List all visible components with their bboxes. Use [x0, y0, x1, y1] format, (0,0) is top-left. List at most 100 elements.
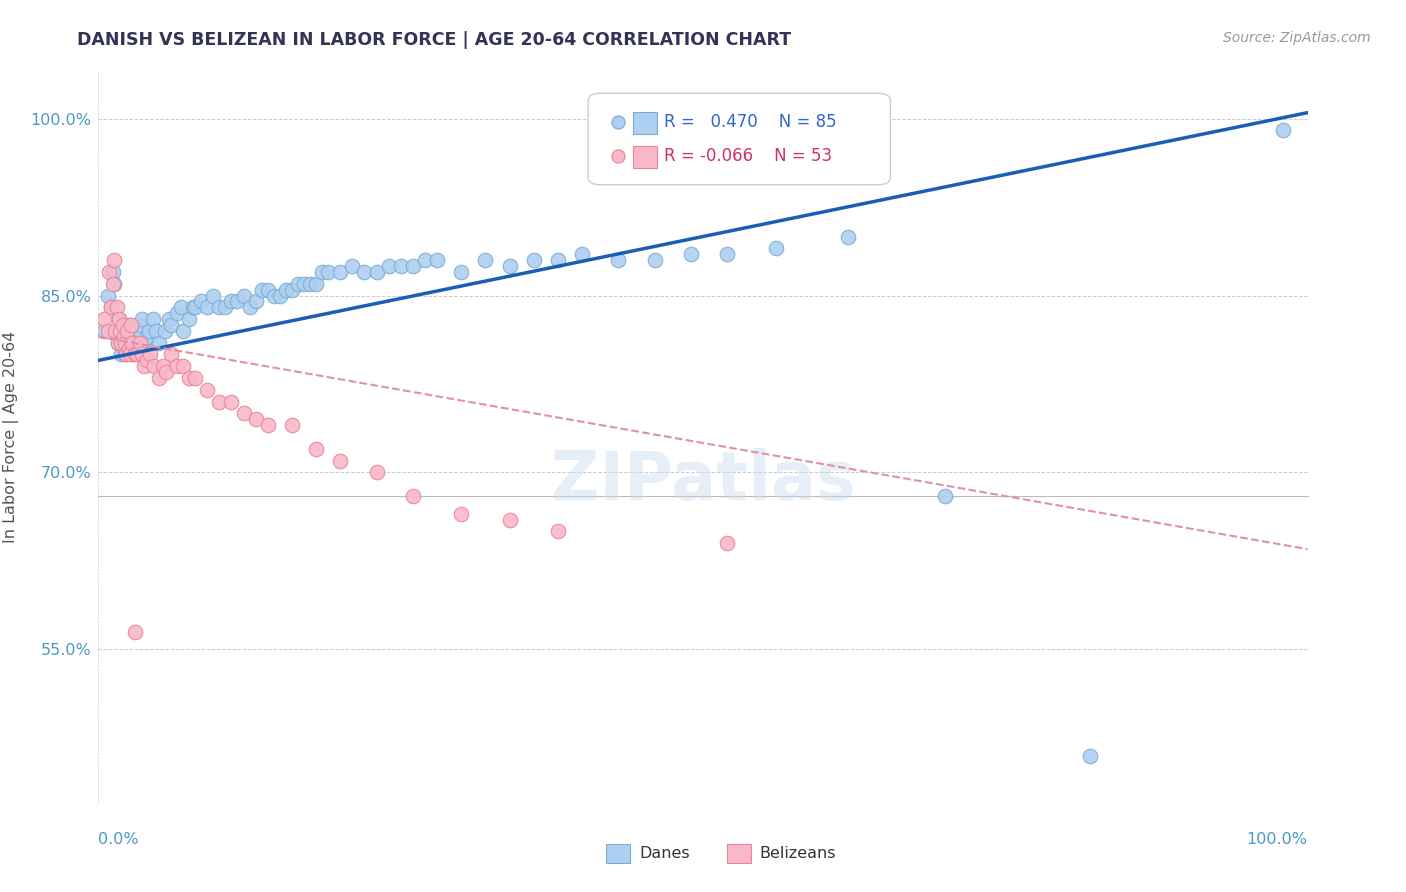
Point: [105, 301, 128, 315]
Point: [148, 335, 170, 350]
Point: [239, 301, 262, 315]
Point: [934, 489, 956, 503]
Point: [413, 253, 436, 268]
Point: [124, 624, 146, 639]
Point: [160, 347, 183, 361]
Text: Source: ZipAtlas.com: Source: ZipAtlas.com: [1223, 31, 1371, 45]
Point: [547, 253, 569, 268]
Point: [139, 347, 162, 361]
Point: [107, 335, 129, 350]
Point: [450, 265, 472, 279]
Point: [571, 247, 593, 261]
Point: [498, 259, 520, 273]
Point: [117, 324, 139, 338]
Point: [402, 489, 425, 503]
Point: [172, 324, 194, 338]
Point: [114, 335, 136, 350]
Point: [118, 347, 141, 361]
Point: [120, 330, 142, 344]
Point: [103, 253, 125, 268]
Point: [256, 418, 278, 433]
Point: [114, 347, 136, 361]
Point: [105, 324, 128, 338]
Point: [93, 324, 115, 338]
Point: [107, 335, 129, 350]
Point: [232, 288, 254, 302]
Point: [118, 342, 141, 356]
Point: [181, 301, 204, 315]
Point: [245, 294, 267, 309]
Point: [111, 318, 134, 332]
Point: [644, 253, 666, 268]
Point: [108, 324, 131, 338]
Point: [498, 513, 520, 527]
Point: [256, 283, 278, 297]
Text: R =   0.470    N = 85: R = 0.470 N = 85: [664, 113, 837, 131]
Point: [169, 301, 191, 315]
FancyBboxPatch shape: [727, 844, 751, 863]
FancyBboxPatch shape: [633, 112, 657, 134]
Point: [120, 318, 142, 332]
Point: [108, 324, 131, 338]
Point: [269, 288, 291, 302]
Point: [1272, 123, 1295, 137]
Point: [93, 312, 115, 326]
Point: [124, 335, 146, 350]
Point: [118, 335, 141, 350]
Point: [184, 371, 207, 385]
Point: [607, 253, 630, 268]
Point: [523, 253, 546, 268]
Point: [129, 318, 152, 332]
Point: [135, 353, 157, 368]
Point: [305, 277, 328, 291]
Text: Belizeans: Belizeans: [759, 846, 837, 861]
Point: [311, 265, 333, 279]
Text: 100.0%: 100.0%: [1247, 832, 1308, 847]
Point: [153, 324, 176, 338]
Point: [377, 259, 399, 273]
Point: [134, 335, 156, 350]
Point: [329, 453, 352, 467]
Point: [117, 324, 139, 338]
Point: [214, 301, 236, 315]
Point: [108, 312, 131, 326]
Point: [305, 442, 328, 456]
Point: [121, 335, 143, 350]
Point: [190, 294, 212, 309]
Point: [155, 365, 177, 379]
Y-axis label: In Labor Force | Age 20-64: In Labor Force | Age 20-64: [3, 331, 20, 543]
Point: [138, 324, 160, 338]
Point: [195, 301, 218, 315]
Point: [121, 347, 143, 361]
FancyBboxPatch shape: [588, 94, 890, 185]
Text: Danes: Danes: [638, 846, 689, 861]
Point: [112, 330, 135, 344]
Point: [115, 335, 138, 350]
FancyBboxPatch shape: [633, 145, 657, 168]
Point: [287, 277, 309, 291]
Point: [263, 288, 285, 302]
Point: [112, 330, 135, 344]
Point: [111, 324, 134, 338]
Point: [101, 277, 124, 291]
Point: [402, 259, 425, 273]
Point: [127, 347, 149, 361]
Point: [221, 294, 243, 309]
Point: [679, 247, 702, 261]
Point: [342, 259, 364, 273]
Point: [128, 324, 150, 338]
Point: [837, 229, 859, 244]
Point: [115, 347, 138, 361]
Point: [98, 265, 121, 279]
Point: [135, 330, 157, 344]
Point: [202, 288, 225, 302]
Point: [353, 265, 375, 279]
Point: [172, 359, 194, 374]
Point: [131, 312, 153, 326]
Point: [195, 383, 218, 397]
Text: DANISH VS BELIZEAN IN LABOR FORCE | AGE 20-64 CORRELATION CHART: DANISH VS BELIZEAN IN LABOR FORCE | AGE …: [77, 31, 792, 49]
Point: [292, 277, 315, 291]
Point: [450, 507, 472, 521]
Point: [232, 407, 254, 421]
Point: [179, 371, 201, 385]
